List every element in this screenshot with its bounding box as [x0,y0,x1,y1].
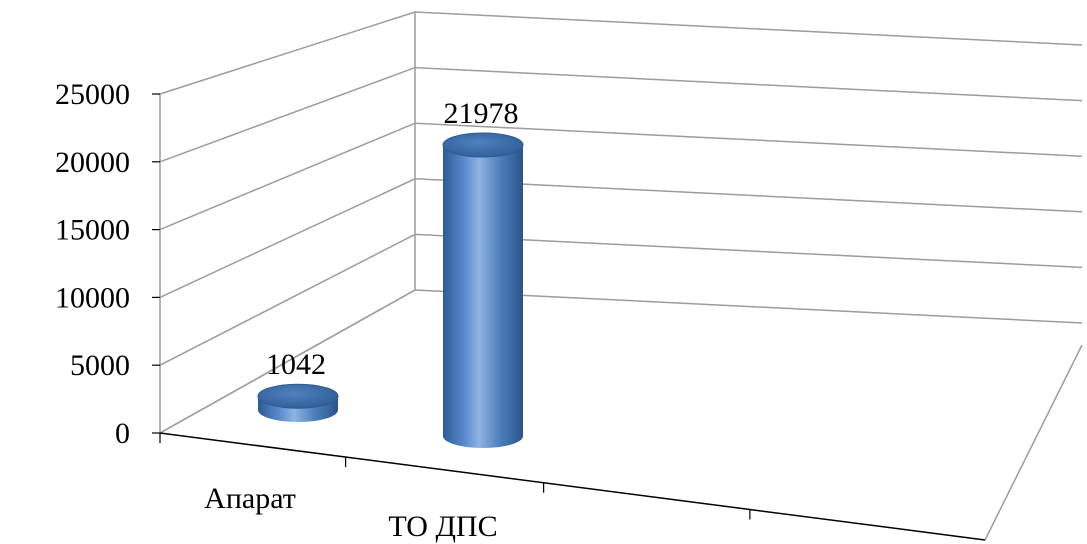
y-tick-label: 25000 [55,78,130,111]
x-category-label: ТО ДПС [388,510,497,543]
y-tick-label: 15000 [55,214,130,247]
y-axis-ticks [152,93,160,434]
y-axis-tick-labels: 0 5000 10000 15000 20000 25000 [55,78,130,450]
x-axis-ticks [159,433,751,520]
floor-right-edge [984,344,1083,541]
data-label: 1042 [266,348,326,381]
y-tick-label: 10000 [55,281,130,314]
bar-top [257,383,339,409]
chart-walls [159,12,416,433]
x-axis-line [159,432,986,541]
data-labels: 1042 21978 [266,97,519,381]
gridline [159,122,1083,231]
chart-floor [159,289,1083,541]
bars [257,132,524,448]
gridline [159,233,1083,366]
gridline [159,66,1083,163]
bar-body [443,145,523,448]
data-label: 21978 [444,97,519,130]
floor-left-edge [159,289,416,434]
y-tick-label: 20000 [55,146,130,179]
bar [442,132,524,448]
y-tick-label: 0 [115,417,130,450]
bar [257,383,339,422]
x-category-label: Апарат [204,482,296,515]
gridline [159,11,1083,95]
y-tick-label: 5000 [70,349,130,382]
gridline [159,178,1083,299]
x-axis-category-labels: Апарат ТО ДПС [204,482,497,543]
bar-top [442,132,524,158]
